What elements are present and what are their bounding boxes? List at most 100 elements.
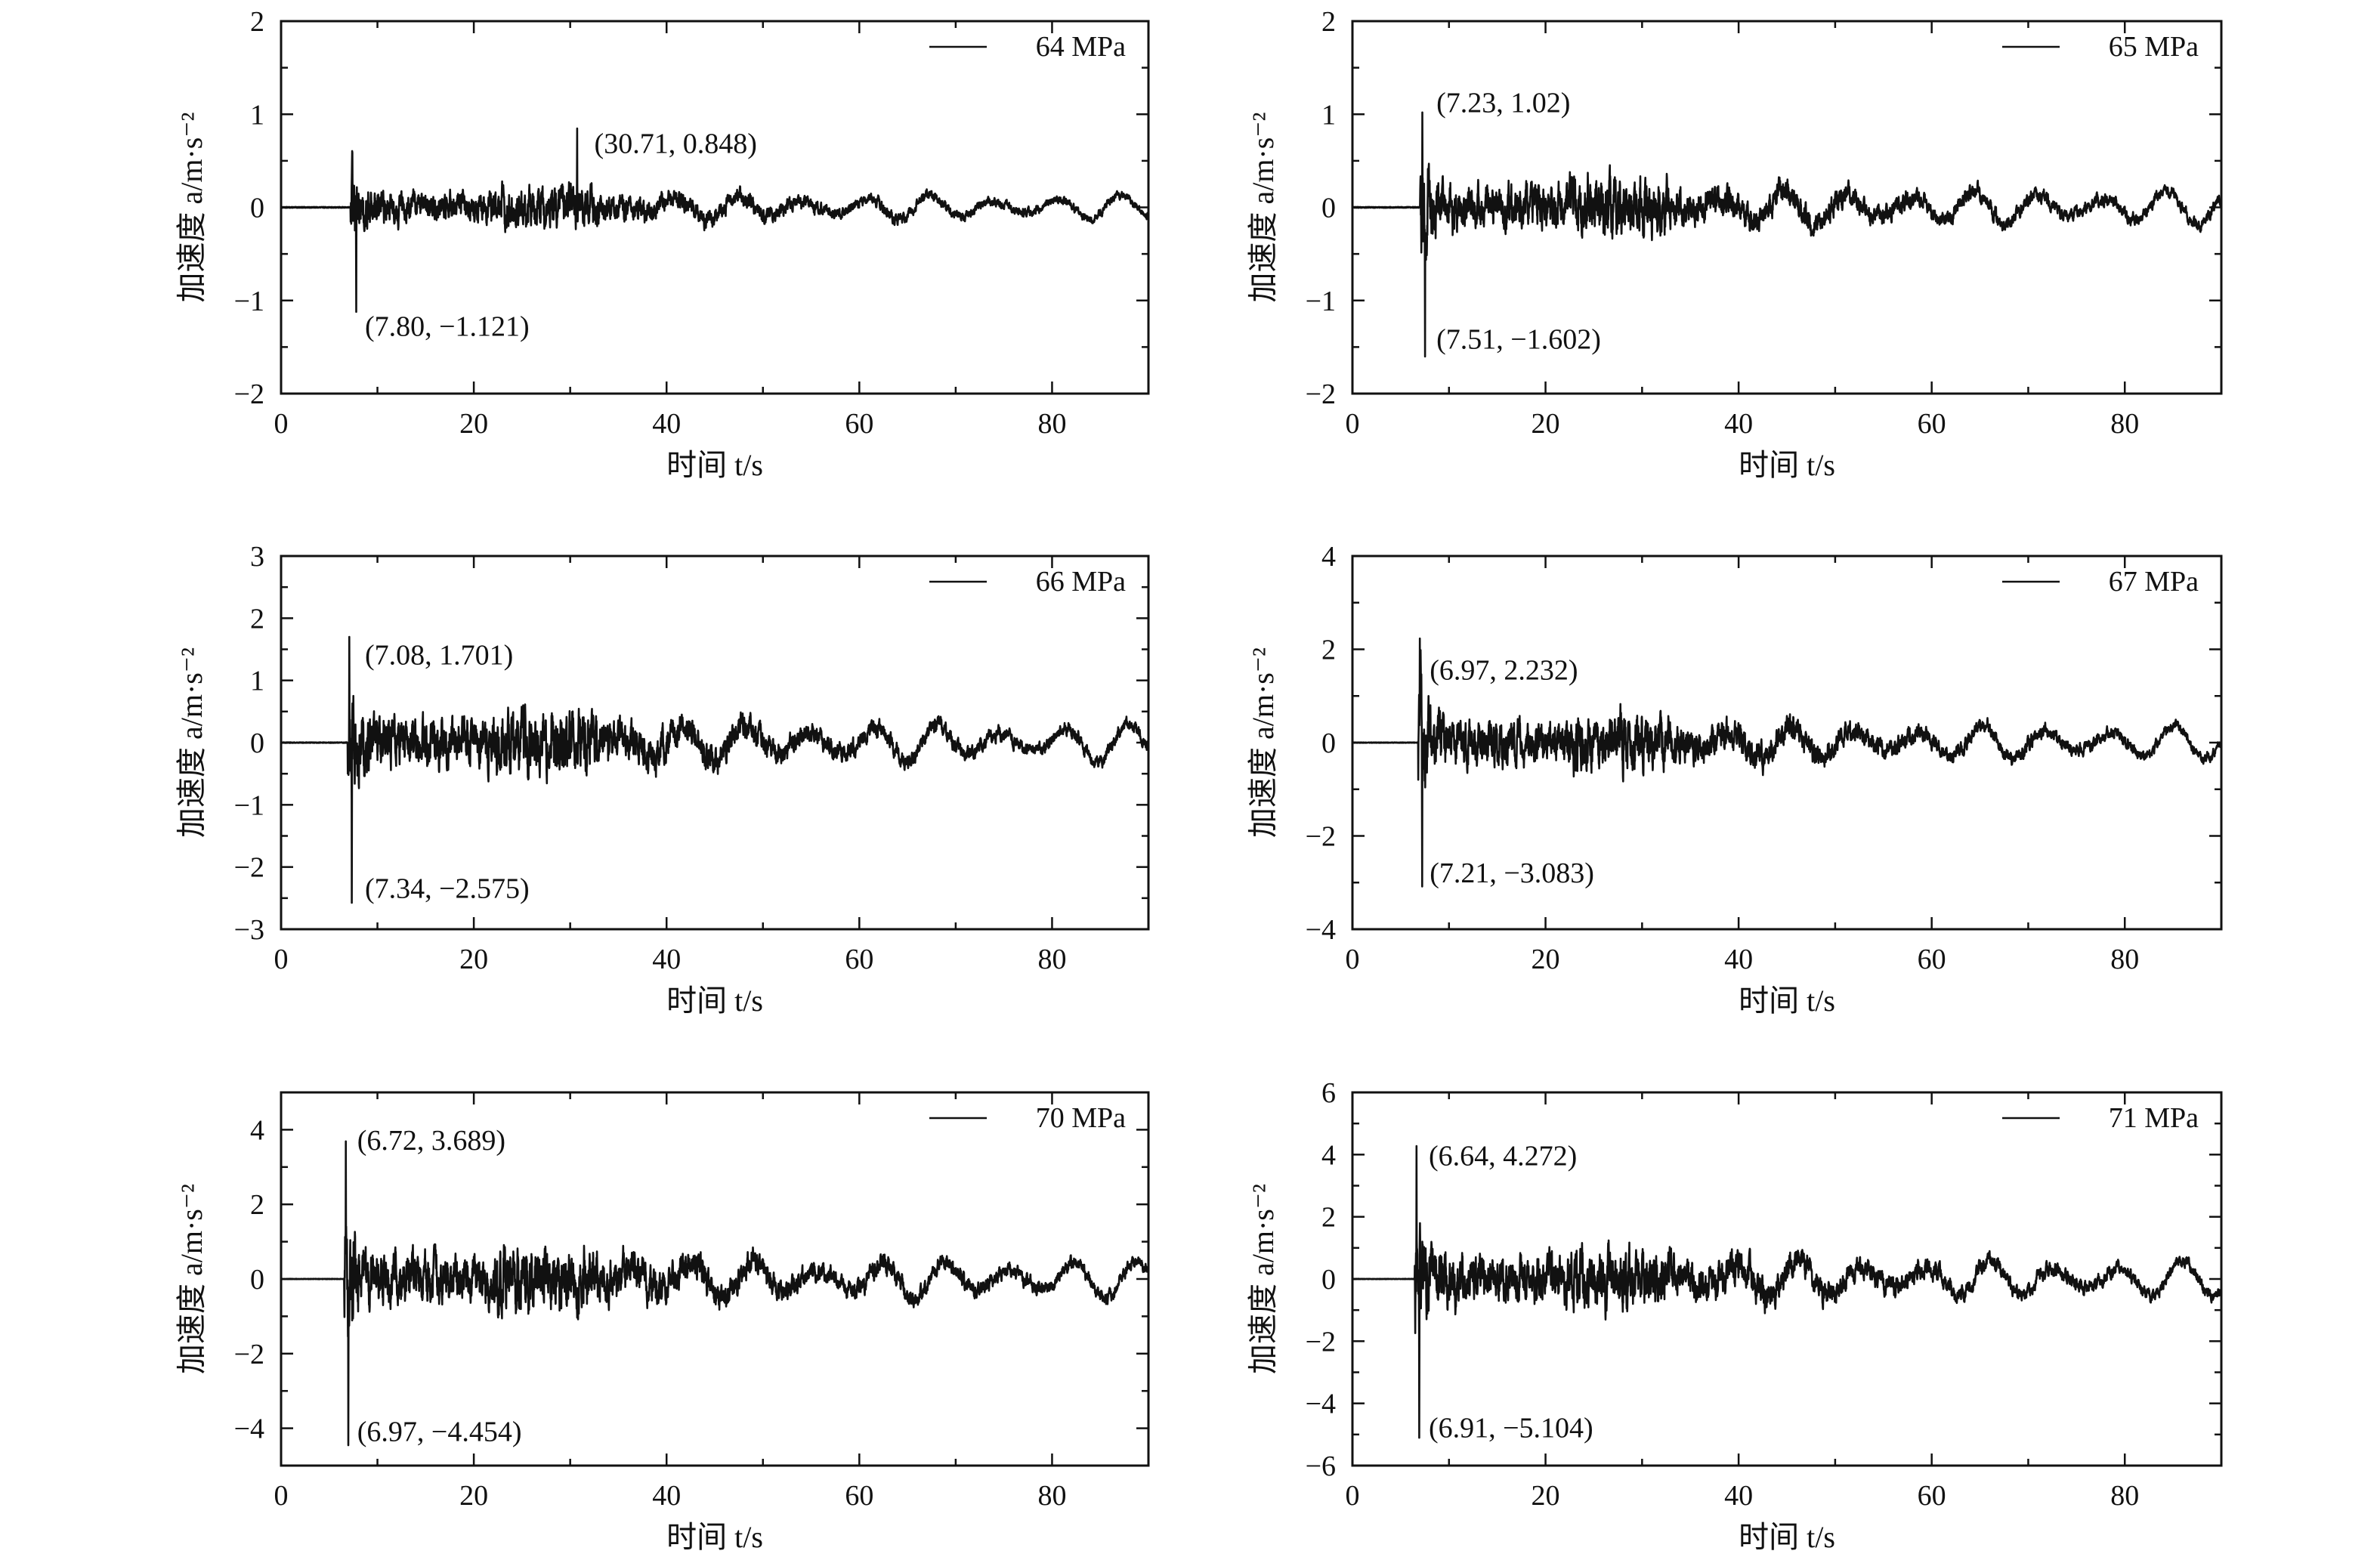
peak-min-label: (6.97, −4.454): [357, 1416, 522, 1448]
x-tick-label: 40: [652, 944, 681, 975]
x-tick-label: 80: [2110, 944, 2139, 975]
y-tick-label: 0: [250, 728, 264, 759]
x-tick-label: 0: [1346, 944, 1360, 975]
y-tick-label: −2: [234, 852, 264, 884]
y-tick-label: 2: [1321, 6, 1336, 38]
legend-entry: 67 MPa: [2109, 566, 2199, 598]
x-tick-label: 60: [1918, 408, 1946, 440]
x-tick-label: 20: [1532, 944, 1560, 975]
chart-panel-c: 0 20 40 60 80 3 2 1 0 −1 −2 −3 时间 t/s 加速度 a/m·s⁻² 66 M…: [175, 541, 1150, 1018]
y-tick-label: 2: [250, 603, 264, 635]
x-axis-title: 时间 t/s: [1739, 448, 1835, 482]
x-tick-label: 80: [2110, 408, 2139, 440]
legend-entry: 65 MPa: [2109, 31, 2199, 63]
x-tick-label: 0: [274, 1480, 289, 1512]
y-tick-label: 2: [250, 1189, 264, 1221]
peak-max-label: (6.97, 2.232): [1430, 654, 1578, 686]
peak-min-label: (7.80, −1.121): [365, 310, 530, 342]
x-tick-label: 40: [1724, 944, 1753, 975]
y-tick-label: 4: [1321, 1139, 1336, 1171]
y-tick-label: 4: [250, 1114, 264, 1146]
x-tick-label: 80: [2110, 1480, 2139, 1512]
y-tick-label: 0: [250, 1264, 264, 1296]
y-tick-label: 1: [250, 99, 264, 131]
peak-max-label: (7.23, 1.02): [1436, 87, 1570, 119]
x-axis-title: 时间 t/s: [1739, 1520, 1835, 1554]
y-axis-title: 加速度 a/m·s⁻²: [175, 647, 209, 838]
y-tick-label: −1: [234, 789, 264, 821]
y-tick-label: 6: [1321, 1077, 1336, 1109]
x-tick-label: 60: [845, 944, 873, 975]
series-line-67-mpa: [1352, 637, 2221, 888]
y-tick-label: 2: [1321, 1202, 1336, 1234]
y-tick-label: −2: [1306, 821, 1336, 853]
x-tick-label: 20: [459, 1480, 488, 1512]
y-tick-label: 2: [250, 6, 264, 38]
y-tick-label: −4: [1306, 1389, 1336, 1420]
x-tick-label: 80: [1037, 408, 1066, 440]
legend-entry: 66 MPa: [1036, 566, 1126, 598]
y-tick-label: −2: [234, 378, 264, 410]
series-line-64-mpa: [281, 127, 1148, 313]
x-tick-label: 40: [652, 408, 681, 440]
x-tick-label: 0: [274, 408, 289, 440]
peak-min-label: (7.21, −3.083): [1430, 857, 1594, 889]
legend-entry: 70 MPa: [1036, 1102, 1126, 1134]
y-axis-title: 加速度 a/m·s⁻²: [1246, 1184, 1280, 1374]
y-tick-label: 0: [250, 193, 264, 224]
x-tick-label: 20: [1532, 1480, 1560, 1512]
chart-panel-b: 0 20 40 60 80 2 1 0 −1 −2 时间 t/s 加速度 a/m·s⁻² 65 MPa (…: [1246, 6, 2223, 482]
y-tick-label: 1: [250, 666, 264, 697]
peak-min-label: (7.51, −1.602): [1436, 324, 1601, 356]
y-tick-label: 1: [1321, 99, 1336, 131]
y-tick-label: 2: [1321, 635, 1336, 666]
x-tick-label: 80: [1037, 944, 1066, 975]
x-tick-label: 40: [1724, 1480, 1753, 1512]
y-tick-label: −3: [234, 914, 264, 946]
x-tick-label: 60: [845, 1480, 873, 1512]
y-tick-label: 3: [250, 541, 264, 573]
legend-entry: 71 MPa: [2109, 1102, 2199, 1134]
x-axis-title: 时间 t/s: [1739, 984, 1835, 1018]
x-tick-label: 80: [1037, 1480, 1066, 1512]
y-axis-title: 加速度 a/m·s⁻²: [175, 113, 209, 303]
peak-max-label: (7.08, 1.701): [365, 640, 513, 672]
peak-max-label: (6.72, 3.689): [357, 1125, 505, 1157]
y-tick-label: 0: [1321, 728, 1336, 759]
x-tick-label: 0: [1346, 408, 1360, 440]
legend-entry: 64 MPa: [1036, 31, 1126, 63]
chart-panel-a: 0 20 40 60 80 2 1 0 −1 −2 时间 t/s 加速度 a/m·s⁻² 64 MPa (…: [175, 6, 1150, 482]
x-tick-label: 60: [845, 408, 873, 440]
series-line-66-mpa: [281, 635, 1148, 904]
y-tick-label: −1: [234, 286, 264, 317]
x-tick-label: 0: [274, 944, 289, 975]
y-tick-label: 4: [1321, 541, 1336, 573]
peak-max-label: (6.64, 4.272): [1429, 1140, 1577, 1172]
y-tick-label: −1: [1306, 286, 1336, 317]
x-tick-label: 0: [1346, 1480, 1360, 1512]
y-axis-title: 加速度 a/m·s⁻²: [1246, 647, 1280, 838]
y-tick-label: 0: [1321, 1264, 1336, 1296]
series-line-70-mpa: [281, 1140, 1148, 1447]
x-axis-title: 时间 t/s: [666, 984, 763, 1018]
x-tick-label: 60: [1918, 944, 1946, 975]
series-line-65-mpa: [1352, 111, 2221, 358]
y-tick-label: −6: [1306, 1450, 1336, 1482]
peak-min-label: (7.34, −2.575): [365, 873, 530, 904]
y-tick-label: 0: [1321, 193, 1336, 224]
x-tick-label: 20: [1532, 408, 1560, 440]
peak-min-label: (6.91, −5.104): [1429, 1413, 1593, 1444]
x-tick-label: 20: [459, 944, 488, 975]
peak-max-label: (30.71, 0.848): [595, 128, 757, 160]
y-tick-label: −2: [1306, 1326, 1336, 1358]
x-axis-title: 时间 t/s: [666, 448, 763, 482]
y-tick-label: −4: [234, 1413, 264, 1445]
y-tick-label: −4: [1306, 914, 1336, 946]
y-tick-label: −2: [1306, 378, 1336, 410]
x-tick-label: 40: [1724, 408, 1753, 440]
x-axis-title: 时间 t/s: [666, 1520, 763, 1554]
